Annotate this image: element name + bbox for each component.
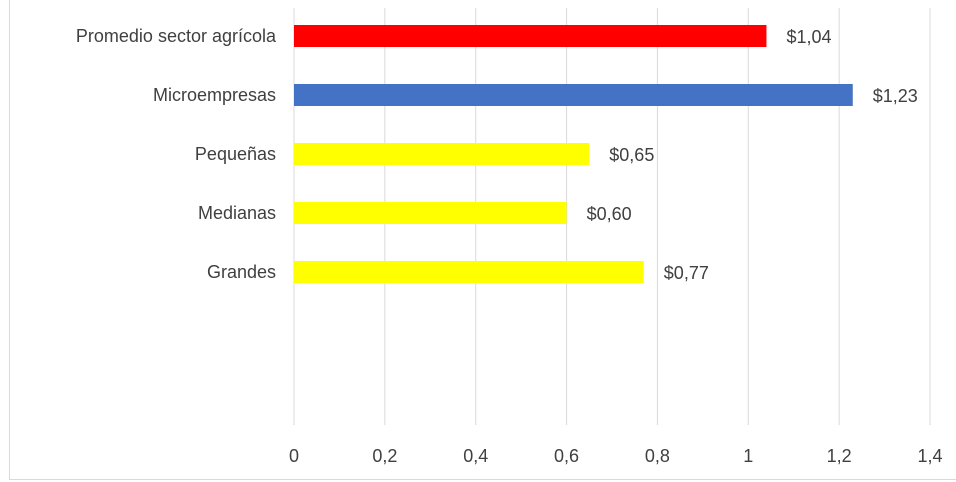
category-label: Grandes (207, 262, 276, 282)
x-tick-label: 0,4 (463, 446, 488, 466)
data-label: $1,04 (786, 27, 831, 47)
data-label: $1,23 (873, 86, 918, 106)
x-tick-label: 1,4 (917, 446, 942, 466)
category-label: Promedio sector agrícola (76, 26, 277, 46)
bar (294, 143, 590, 165)
data-label: $0,65 (609, 145, 654, 165)
x-tick-label: 0,2 (372, 446, 397, 466)
bar (294, 25, 767, 47)
data-label: $0,60 (587, 204, 632, 224)
x-tick-label: 1 (743, 446, 753, 466)
x-tick-label: 0,6 (554, 446, 579, 466)
bar (294, 261, 644, 283)
x-tick-label: 0,8 (645, 446, 670, 466)
chart-area (9, 0, 956, 480)
category-label: Medianas (198, 203, 276, 223)
x-tick-label: 1,2 (827, 446, 852, 466)
category-label: Pequeñas (195, 144, 276, 164)
bar (294, 84, 853, 106)
bar (294, 202, 567, 224)
data-label: $0,77 (664, 263, 709, 283)
x-tick-label: 0 (289, 446, 299, 466)
category-label: Microempresas (153, 85, 276, 105)
